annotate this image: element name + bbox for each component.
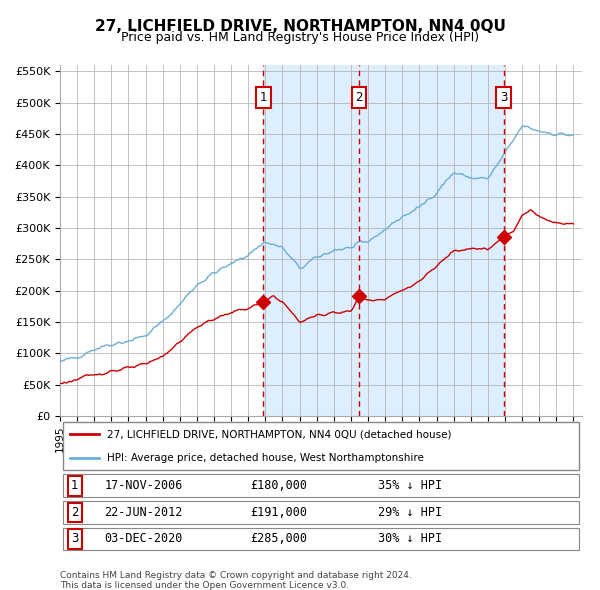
Text: 2: 2 [71,506,79,519]
Text: 29% ↓ HPI: 29% ↓ HPI [377,506,442,519]
Text: 17-NOV-2006: 17-NOV-2006 [104,479,183,493]
Bar [263,65,503,416]
Text: 35% ↓ HPI: 35% ↓ HPI [377,479,442,493]
Text: 3: 3 [500,91,508,104]
Text: Price paid vs. HM Land Registry's House Price Index (HPI): Price paid vs. HM Land Registry's House … [121,31,479,44]
Text: 27, LICHFIELD DRIVE, NORTHAMPTON, NN4 0QU (detached house): 27, LICHFIELD DRIVE, NORTHAMPTON, NN4 0Q… [107,429,451,439]
Text: 03-DEC-2020: 03-DEC-2020 [104,532,183,546]
Text: 1: 1 [260,91,267,104]
Text: 30% ↓ HPI: 30% ↓ HPI [377,532,442,546]
FancyBboxPatch shape [62,501,580,524]
Text: 27, LICHFIELD DRIVE, NORTHAMPTON, NN4 0QU: 27, LICHFIELD DRIVE, NORTHAMPTON, NN4 0Q… [95,19,505,34]
Text: £285,000: £285,000 [251,532,308,546]
Text: £191,000: £191,000 [251,506,308,519]
FancyBboxPatch shape [62,422,580,470]
Text: Contains HM Land Registry data © Crown copyright and database right 2024.
This d: Contains HM Land Registry data © Crown c… [60,571,412,590]
Text: HPI: Average price, detached house, West Northamptonshire: HPI: Average price, detached house, West… [107,453,424,463]
Text: £180,000: £180,000 [251,479,308,493]
Text: 1: 1 [71,479,79,493]
Text: 22-JUN-2012: 22-JUN-2012 [104,506,183,519]
Text: 2: 2 [355,91,363,104]
FancyBboxPatch shape [62,527,580,550]
FancyBboxPatch shape [62,474,580,497]
Text: 3: 3 [71,532,79,546]
